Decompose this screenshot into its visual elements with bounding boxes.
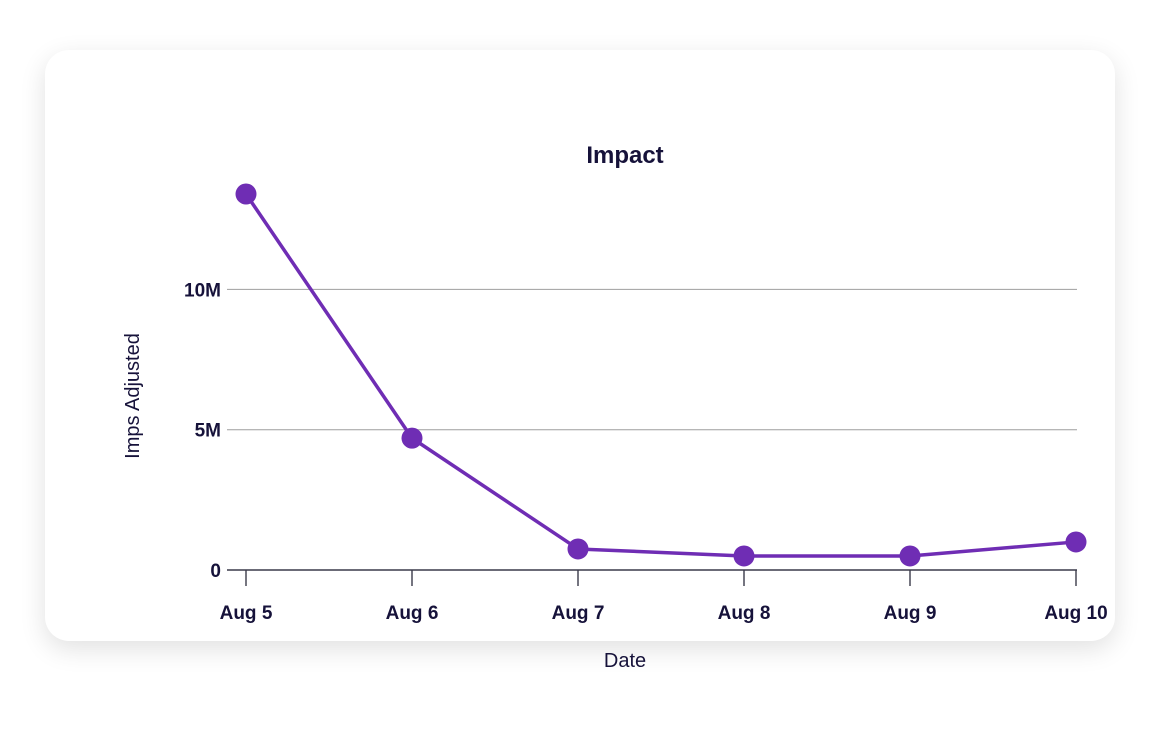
x-tick-label: Aug 9: [884, 603, 937, 624]
data-point[interactable]: [567, 538, 589, 560]
x-tick-label: Aug 6: [386, 603, 439, 624]
series: [235, 183, 1087, 567]
data-point[interactable]: [899, 545, 921, 567]
x-tick-label: Aug 8: [718, 603, 771, 624]
data-point[interactable]: [733, 545, 755, 567]
y-tick-label: 10M: [184, 280, 221, 301]
grid-lines: [227, 288, 1077, 571]
x-tick-label: Aug 5: [220, 603, 273, 624]
x-tick-labels: Aug 5 Aug 6 Aug 7 Aug 8 Aug 9 Aug 10: [220, 570, 1108, 624]
x-tick-label: Aug 10: [1044, 603, 1107, 624]
y-tick-labels: 0 5M 10M: [184, 280, 221, 582]
data-point[interactable]: [1065, 531, 1087, 553]
chart-title: Impact: [586, 142, 663, 169]
data-point[interactable]: [401, 427, 423, 449]
y-axis-label: Imps Adjusted: [122, 333, 144, 459]
y-tick-label: 0: [210, 561, 221, 582]
chart-card: Impact Date Imps Adjusted 0 5M 10M Aug 5 Au…: [45, 50, 1115, 672]
x-axis-label: Date: [604, 650, 646, 672]
y-tick-label: 5M: [195, 421, 221, 442]
series-line: [244, 193, 1077, 558]
x-tick-label: Aug 7: [552, 603, 605, 624]
data-point[interactable]: [235, 183, 257, 205]
